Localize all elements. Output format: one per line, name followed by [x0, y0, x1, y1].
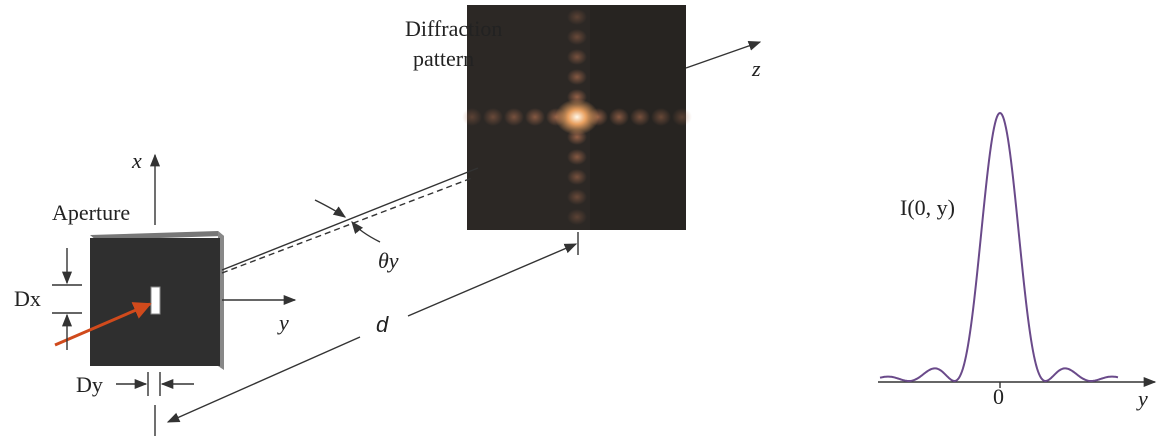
label: pattern — [413, 46, 474, 71]
intensity-curve — [880, 113, 1118, 381]
pattern-spot — [555, 99, 599, 135]
distance-line — [408, 244, 576, 316]
pattern-spot — [504, 108, 524, 126]
label: Dy — [76, 372, 103, 397]
label: y — [1136, 386, 1148, 411]
angle-arrow — [315, 200, 345, 217]
pattern-spot — [567, 189, 587, 205]
label: x — [131, 148, 142, 173]
label: y — [277, 310, 289, 335]
ray — [222, 168, 478, 270]
pattern-spot — [567, 209, 587, 225]
pattern-spot — [483, 108, 503, 126]
pattern-spot — [567, 49, 587, 65]
diagram: Diffraction pattern z x Aperture Dx y θy… — [0, 0, 1163, 438]
pattern-spot — [672, 108, 692, 126]
pattern-spot — [609, 108, 629, 126]
label: Dx — [14, 286, 41, 311]
label: 0 — [993, 384, 1004, 409]
pattern-spot — [567, 149, 587, 165]
label: θy — [378, 248, 399, 273]
ray-dashed — [222, 178, 472, 273]
label: z — [751, 56, 761, 81]
aperture-plate — [90, 231, 224, 370]
pattern-spot — [630, 108, 650, 126]
pattern-spot — [525, 108, 545, 126]
pattern-spot — [567, 169, 587, 185]
label: Aperture — [52, 200, 130, 225]
label: d — [376, 312, 389, 337]
angle-arrow — [352, 222, 380, 242]
pattern-spot — [567, 69, 587, 85]
pattern-spot — [651, 108, 671, 126]
pattern-spot — [462, 108, 482, 126]
pattern-spot — [567, 29, 587, 45]
label: Diffraction — [405, 16, 502, 41]
label: I(0, y) — [900, 195, 955, 220]
z-axis-arrow — [686, 42, 760, 68]
pattern-spot — [567, 9, 587, 25]
